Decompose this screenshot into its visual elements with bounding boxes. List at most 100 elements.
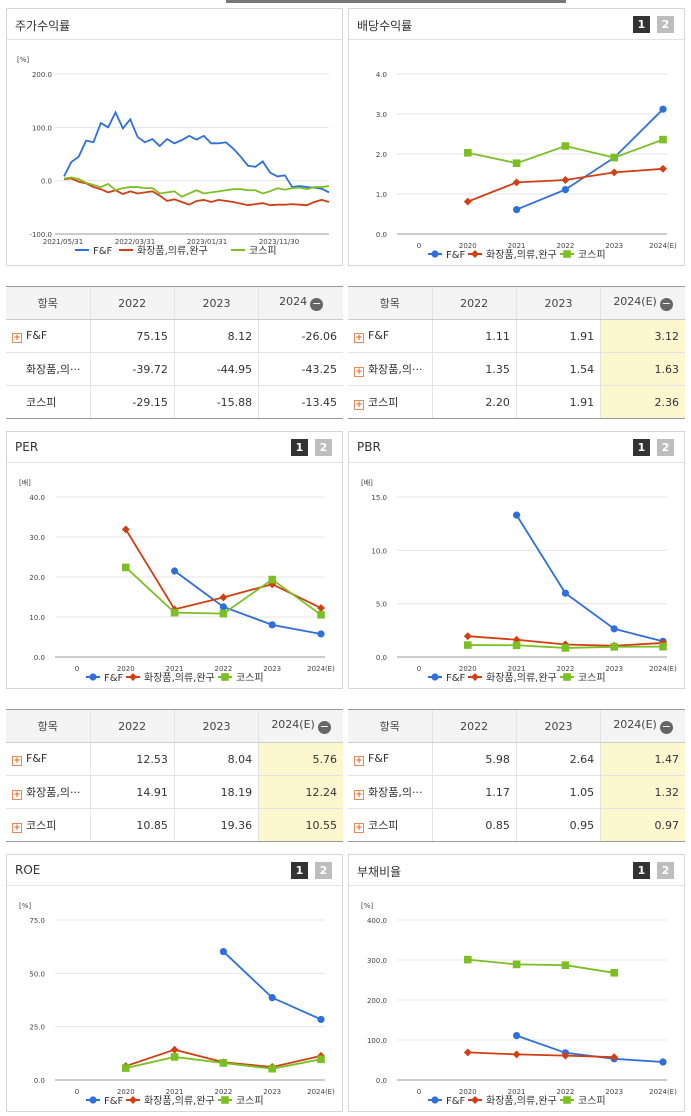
kospi-point — [512, 960, 521, 969]
series-line — [63, 177, 330, 207]
kospi-point — [561, 961, 570, 969]
table-row: + 코스피 2.20 1.91 2.36 — [348, 385, 685, 418]
y-tick-label: 25.0 — [29, 1024, 45, 1032]
y-tick-label: 0.0 — [376, 1077, 387, 1085]
kospi-point — [170, 608, 179, 617]
expand-icon[interactable]: + — [354, 333, 364, 343]
kospi-point — [561, 644, 570, 652]
col-header: 항목 — [6, 710, 90, 743]
collapse-icon[interactable]: − — [659, 720, 673, 734]
ff-point — [268, 994, 276, 1002]
unit-label: [배] — [19, 478, 31, 487]
panel-title: 배당수익률 — [357, 19, 413, 33]
expand-icon[interactable]: + — [12, 333, 22, 343]
y-tick-label: 100.0 — [367, 1037, 387, 1045]
table-row: + 코스피 0.85 0.95 0.97 — [348, 808, 685, 841]
x-tick-label: 2022/03/31 — [115, 238, 155, 246]
chart-mode-buttons: 1 2 — [291, 862, 332, 879]
kospi-point — [464, 955, 472, 964]
chart-mode-2-button[interactable]: 2 — [657, 862, 674, 879]
x-tick-label: 2022 — [556, 1088, 574, 1096]
unit-label: [%] — [19, 902, 31, 910]
per-chart: [배] 40.0 30.0 20.0 10.0 0.0 0 2020 2021 2022 2023 2… — [19, 478, 335, 684]
table-row: + 화장품,의··· 1.17 1.05 1.32 — [348, 775, 685, 809]
series-ff — [219, 947, 325, 1024]
y-tick-label: 200.0 — [367, 997, 387, 1005]
kospi-point — [268, 575, 276, 584]
expand-icon[interactable]: + — [354, 367, 364, 377]
panel-header: ROE 1 2 — [7, 855, 342, 886]
chart-mode-1-button[interactable]: 1 — [633, 16, 650, 33]
x-tick-label: 0 — [75, 665, 79, 673]
kospi-point — [122, 563, 130, 572]
cosm-point — [512, 178, 521, 187]
kospi-point — [317, 1055, 325, 1064]
table-pbr: 항목 2022 2023 2024(E) − + F&F 5.98 2.64 1.47 +… — [348, 709, 685, 842]
panel-pbr: PBR 1 2 [배] 15.0 10.0 5.0 0.0 0 2020 2021 2022 20… — [348, 431, 685, 689]
panel-title: PER — [15, 440, 39, 454]
legend-item-ff: F&F — [86, 673, 124, 684]
panel-per: PER 1 2 [배] 40.0 30.0 20.0 10.0 0.0 0 2020 2021 2… — [6, 431, 343, 689]
x-tick-label: 2020 — [459, 1088, 477, 1096]
chart-mode-buttons: 1 2 — [633, 439, 674, 456]
x-tick-label: 0 — [75, 1088, 79, 1096]
ff-point — [317, 630, 325, 638]
expand-icon[interactable]: + — [354, 756, 364, 766]
chart-mode-2-button[interactable]: 2 — [315, 439, 332, 456]
legend-label: 코스피 — [578, 672, 606, 684]
expand-icon[interactable]: + — [354, 790, 364, 800]
x-tick-label: 2020 — [117, 1088, 135, 1096]
panel-header: 배당수익률 1 2 — [349, 9, 684, 40]
col-header: 2022 — [431, 287, 517, 320]
chart-mode-2-button[interactable]: 2 — [657, 439, 674, 456]
collapse-icon[interactable]: − — [310, 297, 324, 311]
expand-icon[interactable]: + — [12, 790, 22, 800]
legend-label: 코스피 — [578, 1095, 606, 1107]
legend-label: 화장품,의류,완구 — [144, 672, 215, 684]
cosm-point — [659, 164, 667, 173]
x-tick-label: 2021 — [166, 1088, 184, 1096]
y-tick-label: 10.0 — [371, 547, 387, 555]
ff-point — [431, 250, 439, 258]
ff-point — [219, 603, 227, 611]
legend-item-cosm: 화장품,의류,완구 — [119, 245, 208, 257]
x-tick-label: 2023 — [605, 242, 623, 250]
y-tick-label: 5.0 — [376, 601, 387, 609]
ff-point — [219, 947, 227, 956]
x-tick-label: 2021 — [508, 665, 526, 673]
expand-icon[interactable]: + — [354, 400, 364, 410]
y-tick-label: 4.0 — [376, 71, 387, 79]
chart-mode-1-button[interactable]: 1 — [291, 862, 308, 879]
expand-icon[interactable]: + — [354, 823, 364, 833]
table-row: + F&F 5.98 2.64 1.47 — [348, 742, 685, 776]
kospi-point — [563, 250, 571, 258]
cosm-point — [129, 1096, 137, 1104]
x-tick-label: 2022 — [214, 665, 232, 673]
ff-point — [89, 1096, 97, 1104]
chart-mode-2-button[interactable]: 2 — [657, 16, 674, 33]
chart-mode-1-button[interactable]: 1 — [291, 439, 308, 456]
x-tick-label: 2024(E) — [649, 242, 677, 250]
legend-label: 화장품,의류,완구 — [486, 672, 557, 684]
chart-mode-1-button[interactable]: 1 — [633, 862, 650, 879]
collapse-icon[interactable]: − — [659, 297, 673, 311]
legend-label: 화장품,의류,완구 — [144, 1095, 215, 1107]
roe-chart: [%] 75.0 50.0 25.0 0.0 0 2020 2021 2022 2023 2024(… — [19, 902, 335, 1107]
col-header: 2022 — [89, 287, 175, 320]
ff-point — [659, 105, 667, 113]
kospi-point — [219, 609, 228, 618]
chart-mode-2-button[interactable]: 2 — [315, 862, 332, 879]
y-tick-label: 10.0 — [29, 614, 45, 622]
collapse-icon[interactable]: − — [317, 720, 331, 734]
cosm-point — [610, 168, 619, 177]
chart-mode-1-button[interactable]: 1 — [633, 439, 650, 456]
table-row: + 코스피 10.85 19.36 10.55 — [6, 808, 343, 841]
panel-header: PBR 1 2 — [349, 432, 684, 463]
legend-item-kospi: 코스피 — [560, 249, 606, 261]
kospi-point — [464, 641, 472, 649]
expand-icon[interactable]: + — [12, 756, 22, 766]
ff-point — [171, 567, 179, 575]
kospi-point — [563, 1096, 571, 1104]
legend-label: 코스피 — [236, 672, 264, 684]
expand-icon[interactable]: + — [12, 823, 22, 833]
